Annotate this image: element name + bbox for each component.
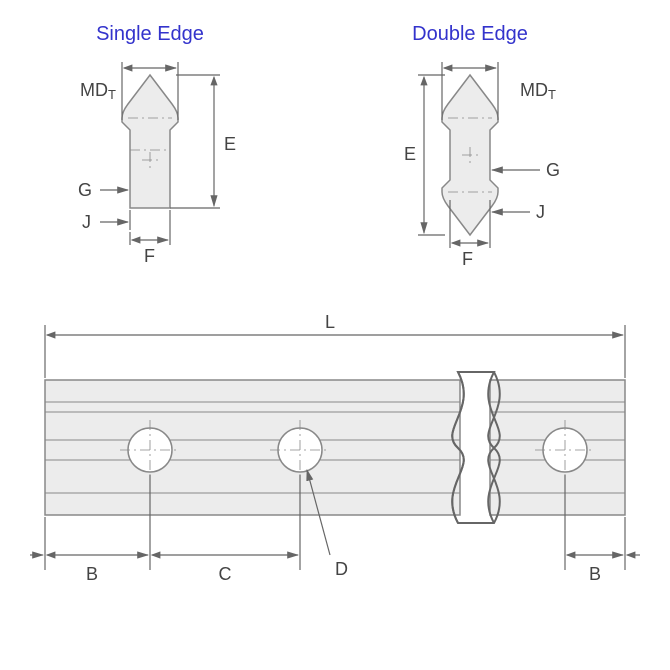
single-mdt-sub: T [108, 87, 116, 102]
single-j-label: J [82, 212, 91, 232]
single-edge-title: Single Edge [96, 23, 204, 45]
double-edge-profile: Double Edge MDT E G J F [404, 23, 560, 269]
double-edge-title: Double Edge [412, 23, 528, 45]
technical-drawing: Single Edge MDT E G J F Double Edge [0, 0, 670, 670]
single-edge-profile: Single Edge MDT E G J F [78, 23, 236, 266]
single-f-label: F [144, 246, 155, 266]
double-f-label: F [462, 249, 473, 269]
double-e-label: E [404, 144, 416, 164]
rail-l-label: L [325, 312, 335, 332]
double-mdt-sub: T [548, 87, 556, 102]
double-j-label: J [536, 202, 545, 222]
rail-b-label-right: B [589, 564, 601, 584]
svg-text:MDT: MDT [80, 80, 116, 102]
rail-side-view: L [30, 312, 640, 584]
rail-b-label-left: B [86, 564, 98, 584]
single-e-label: E [224, 134, 236, 154]
rail-c-label: C [219, 564, 232, 584]
double-g-label: G [546, 160, 560, 180]
rail-d-label: D [335, 559, 348, 579]
single-g-label: G [78, 180, 92, 200]
single-mdt-label: MD [80, 80, 108, 100]
double-mdt-label: MD [520, 80, 548, 100]
svg-text:MDT: MDT [520, 80, 556, 102]
